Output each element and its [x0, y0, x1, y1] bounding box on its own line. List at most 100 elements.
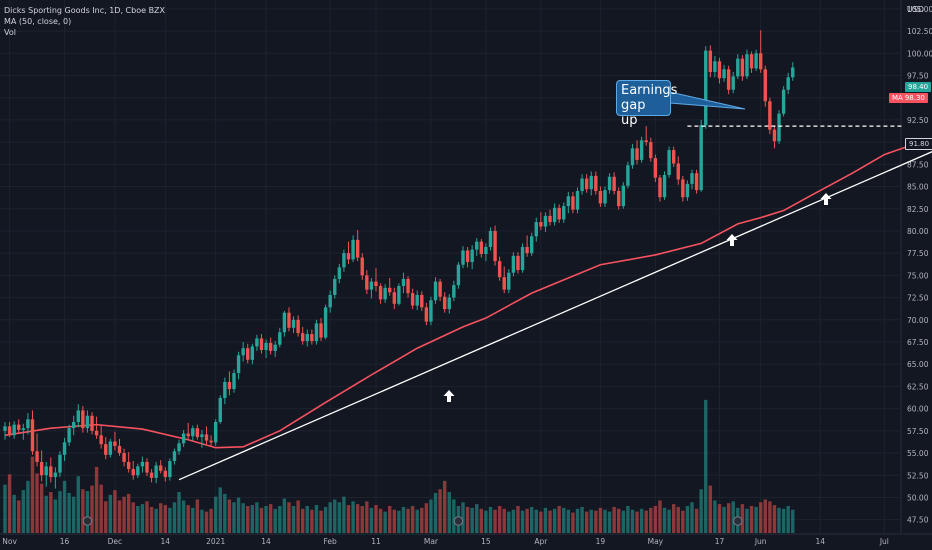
volume-bar — [759, 502, 763, 533]
volume-bar — [667, 509, 671, 533]
candle-body — [319, 323, 323, 338]
volume-bar — [268, 504, 273, 533]
volume-bar — [438, 489, 442, 533]
x-tick-label: 14 — [161, 537, 171, 546]
candle-body — [94, 430, 99, 436]
candle-body — [200, 434, 204, 438]
x-tick-label: Jun — [754, 537, 767, 546]
candle-body — [781, 89, 786, 114]
candle-body — [3, 426, 7, 431]
candle-body — [635, 148, 639, 160]
volume-bar — [388, 506, 392, 533]
volume-bar — [117, 500, 122, 533]
candle-body — [401, 278, 406, 287]
volume-bar — [241, 503, 245, 533]
volume-bar — [186, 505, 190, 533]
volume-bar — [200, 509, 204, 533]
candle-body — [145, 461, 149, 473]
volume-bar — [594, 510, 598, 533]
candle-body — [72, 421, 76, 429]
volume-bar — [635, 511, 639, 533]
volume-bar — [694, 508, 699, 533]
candle-body — [768, 101, 772, 130]
candle-body — [772, 129, 777, 142]
volume-bar — [21, 490, 26, 533]
candle-body — [603, 190, 607, 204]
candle-body — [525, 246, 529, 254]
volume-bar — [333, 499, 337, 533]
chart-legend: Dicks Sporting Goods Inc, 1D, Cboe BZX M… — [4, 5, 165, 38]
candle-body — [355, 239, 360, 258]
candle-body — [218, 397, 222, 422]
volume-bar — [671, 504, 676, 533]
volume-bar — [525, 508, 529, 533]
candle-body — [365, 275, 369, 290]
candle-body — [264, 342, 268, 351]
y-tick-label: 67.50 — [907, 338, 929, 347]
candle-body — [704, 50, 708, 126]
y-tick-label: 60.00 — [907, 405, 929, 414]
candle-body — [342, 253, 346, 268]
volume-bar — [534, 509, 538, 533]
candle-body — [406, 278, 410, 294]
y-tick-label: 52.50 — [907, 471, 929, 480]
volume-bar — [81, 489, 85, 533]
volume-bar — [562, 507, 566, 533]
volume-bar — [35, 473, 39, 533]
volume-bar — [191, 507, 195, 533]
volume-bar — [3, 484, 7, 533]
y-tick-label: 97.50 — [907, 72, 929, 81]
volume-bar — [392, 509, 396, 533]
volume-bar — [630, 509, 635, 533]
candle-body — [438, 281, 442, 297]
candle-body — [374, 281, 378, 287]
volume-bar — [520, 510, 525, 533]
x-tick-label: Jul — [879, 537, 889, 546]
y-tick-label: 80.00 — [907, 227, 929, 236]
y-tick-label: 55.00 — [907, 449, 929, 458]
volume-bar — [278, 506, 282, 533]
candle-body — [378, 286, 383, 300]
earnings-callout: Earnings gap up — [616, 80, 677, 128]
candle-body — [759, 53, 763, 70]
volume-bar — [726, 503, 731, 533]
volume-bar — [168, 507, 172, 533]
y-tick-label: 102.50 — [907, 27, 932, 36]
candle-body — [181, 433, 186, 444]
volume-bar — [603, 509, 607, 533]
candle-body — [630, 148, 635, 166]
volume-bar — [676, 506, 680, 533]
volume-bar — [745, 508, 749, 533]
earnings-marker-icon — [82, 516, 93, 526]
volume-bar — [424, 503, 429, 533]
candle-body — [548, 215, 552, 223]
y-tick-label: 47.50 — [907, 516, 929, 525]
candle-body — [186, 433, 190, 437]
candle-body — [699, 125, 703, 191]
volume-bar — [552, 508, 557, 533]
volume-bar — [383, 511, 387, 533]
candle-body — [516, 255, 520, 271]
volume-bar — [39, 483, 44, 533]
volume-bar — [406, 508, 410, 533]
volume-bar — [566, 509, 571, 533]
x-tick-label: 19 — [596, 537, 606, 546]
volume-bar — [781, 508, 786, 533]
volume-bar — [461, 502, 465, 533]
volume-bar — [236, 497, 241, 533]
x-tick-label: 16 — [60, 537, 70, 546]
volume-bar — [607, 511, 612, 533]
candle-body — [621, 185, 625, 207]
volume-bar — [72, 496, 76, 533]
candle-body — [26, 419, 30, 429]
candle-body — [731, 76, 735, 90]
candle-body — [617, 190, 621, 207]
volume-bar — [351, 501, 355, 533]
y-tick-label: 50.00 — [907, 493, 929, 502]
candle-body — [333, 278, 337, 295]
y-tick-label: 105.00 — [907, 5, 932, 14]
candle-body — [273, 344, 277, 351]
volume-bar — [749, 506, 754, 533]
volume-bar — [401, 506, 406, 533]
